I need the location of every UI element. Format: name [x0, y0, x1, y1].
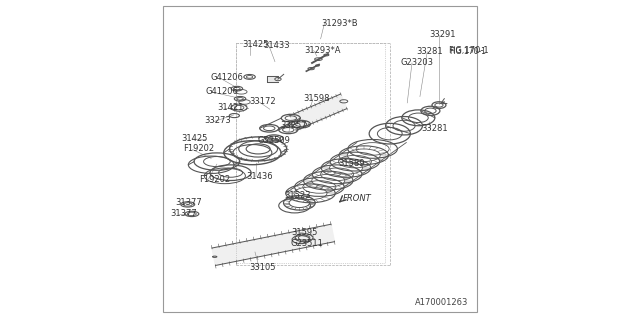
Text: 31425: 31425 — [243, 40, 269, 49]
Text: 31421: 31421 — [217, 103, 243, 112]
Text: FIG.170-1: FIG.170-1 — [449, 47, 486, 56]
Text: FRONT: FRONT — [343, 194, 372, 203]
Text: 33273: 33273 — [204, 116, 231, 125]
Text: G23203: G23203 — [401, 58, 434, 67]
Text: F19202: F19202 — [183, 144, 214, 153]
Text: F19202: F19202 — [200, 174, 230, 184]
Text: 31598: 31598 — [303, 94, 330, 103]
Text: 31433: 31433 — [263, 41, 289, 50]
Text: 33291: 33291 — [429, 30, 456, 39]
Text: FIG.170-1: FIG.170-1 — [449, 46, 489, 55]
Text: 31377: 31377 — [170, 209, 197, 219]
Text: A170001263: A170001263 — [415, 298, 468, 307]
Text: 33281: 33281 — [416, 47, 443, 56]
Text: 31436: 31436 — [246, 172, 273, 181]
Text: 31589: 31589 — [339, 159, 365, 168]
Text: 31377: 31377 — [175, 198, 202, 207]
Text: 33281: 33281 — [421, 124, 447, 133]
Text: G53509: G53509 — [257, 136, 291, 145]
Text: 33257: 33257 — [280, 121, 307, 130]
Text: 33105: 33105 — [250, 263, 276, 272]
Text: G23511: G23511 — [291, 239, 324, 248]
Text: G41206: G41206 — [205, 87, 238, 96]
Polygon shape — [212, 224, 335, 266]
Text: 31293*A: 31293*A — [305, 46, 341, 55]
Text: 31425: 31425 — [181, 134, 208, 143]
Text: G41206: G41206 — [211, 73, 243, 82]
Polygon shape — [267, 76, 278, 82]
Text: 31293*B: 31293*B — [321, 19, 358, 28]
Text: 33172: 33172 — [250, 97, 276, 106]
Text: 31523: 31523 — [284, 191, 311, 200]
Text: 31595: 31595 — [291, 228, 317, 237]
Polygon shape — [290, 94, 347, 130]
